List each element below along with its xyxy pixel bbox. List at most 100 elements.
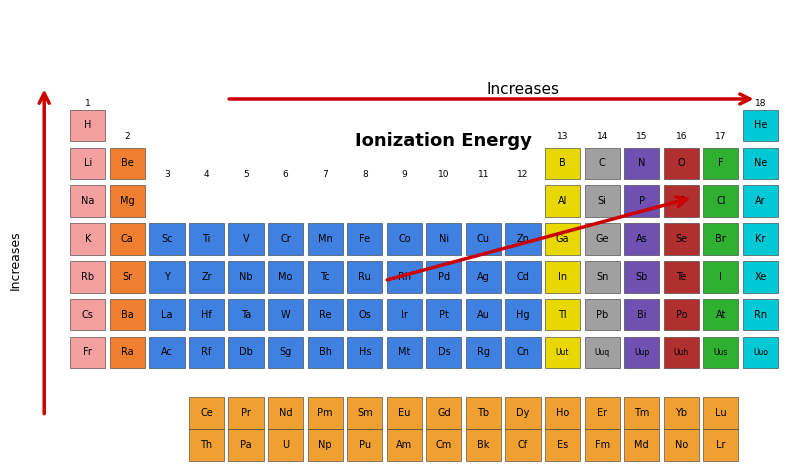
FancyBboxPatch shape <box>743 261 778 293</box>
Text: Th: Th <box>201 440 213 450</box>
Text: Am: Am <box>396 440 412 450</box>
Text: O: O <box>678 158 685 168</box>
Text: Bk: Bk <box>478 440 490 450</box>
Text: Ag: Ag <box>477 272 490 282</box>
FancyBboxPatch shape <box>268 337 303 368</box>
FancyBboxPatch shape <box>664 299 699 330</box>
Text: Mo: Mo <box>278 272 293 282</box>
Text: 1: 1 <box>85 99 90 108</box>
Text: Zn: Zn <box>517 234 530 244</box>
Text: Ru: Ru <box>358 272 371 282</box>
FancyBboxPatch shape <box>585 337 620 368</box>
FancyBboxPatch shape <box>70 261 106 293</box>
Text: Fm: Fm <box>594 440 610 450</box>
Text: V: V <box>242 234 250 244</box>
FancyBboxPatch shape <box>743 148 778 179</box>
Text: Es: Es <box>557 440 568 450</box>
Text: Tc: Tc <box>320 272 330 282</box>
Text: Al: Al <box>558 196 567 206</box>
Text: Tl: Tl <box>558 309 567 320</box>
FancyBboxPatch shape <box>70 337 106 368</box>
Text: Pd: Pd <box>438 272 450 282</box>
FancyBboxPatch shape <box>229 261 264 293</box>
Text: Ba: Ba <box>121 309 134 320</box>
Text: Hg: Hg <box>516 309 530 320</box>
Text: Dy: Dy <box>516 408 530 418</box>
Text: 4: 4 <box>204 170 210 179</box>
Text: Pm: Pm <box>318 408 333 418</box>
FancyBboxPatch shape <box>545 299 580 330</box>
Text: B: B <box>559 158 566 168</box>
Text: Uup: Uup <box>634 348 650 357</box>
Text: Co: Co <box>398 234 410 244</box>
FancyBboxPatch shape <box>307 299 342 330</box>
FancyBboxPatch shape <box>386 430 422 461</box>
Text: Cr: Cr <box>280 234 291 244</box>
Text: Te: Te <box>676 272 686 282</box>
FancyBboxPatch shape <box>664 337 699 368</box>
FancyBboxPatch shape <box>386 223 422 255</box>
FancyBboxPatch shape <box>506 430 541 461</box>
FancyBboxPatch shape <box>703 261 738 293</box>
Text: Y: Y <box>164 272 170 282</box>
Text: Si: Si <box>598 196 606 206</box>
FancyBboxPatch shape <box>664 148 699 179</box>
FancyBboxPatch shape <box>347 337 382 368</box>
Text: Kr: Kr <box>755 234 766 244</box>
FancyBboxPatch shape <box>585 223 620 255</box>
Text: Ho: Ho <box>556 408 570 418</box>
Text: Increases: Increases <box>9 230 22 289</box>
FancyBboxPatch shape <box>229 337 264 368</box>
Text: 11: 11 <box>478 170 490 179</box>
Text: 10: 10 <box>438 170 450 179</box>
Text: Pr: Pr <box>241 408 251 418</box>
FancyBboxPatch shape <box>585 299 620 330</box>
Text: Li: Li <box>84 158 92 168</box>
Text: Fe: Fe <box>359 234 370 244</box>
Text: Ac: Ac <box>161 348 173 357</box>
FancyBboxPatch shape <box>466 430 501 461</box>
Text: 5: 5 <box>243 170 249 179</box>
FancyBboxPatch shape <box>743 223 778 255</box>
FancyBboxPatch shape <box>664 261 699 293</box>
Text: Po: Po <box>675 309 687 320</box>
FancyBboxPatch shape <box>189 223 224 255</box>
FancyBboxPatch shape <box>229 430 264 461</box>
FancyBboxPatch shape <box>386 397 422 429</box>
FancyBboxPatch shape <box>545 223 580 255</box>
FancyBboxPatch shape <box>545 397 580 429</box>
Text: Be: Be <box>121 158 134 168</box>
Text: Np: Np <box>318 440 332 450</box>
Text: Ce: Ce <box>200 408 213 418</box>
FancyBboxPatch shape <box>189 299 224 330</box>
FancyBboxPatch shape <box>624 299 659 330</box>
Text: No: No <box>674 440 688 450</box>
FancyBboxPatch shape <box>229 223 264 255</box>
Text: Nd: Nd <box>279 408 292 418</box>
Text: Re: Re <box>319 309 331 320</box>
Text: Pu: Pu <box>358 440 371 450</box>
Text: Sr: Sr <box>122 272 133 282</box>
FancyBboxPatch shape <box>386 261 422 293</box>
FancyBboxPatch shape <box>743 185 778 217</box>
FancyBboxPatch shape <box>624 397 659 429</box>
FancyBboxPatch shape <box>506 223 541 255</box>
Text: He: He <box>754 121 767 130</box>
FancyBboxPatch shape <box>426 397 462 429</box>
FancyBboxPatch shape <box>150 261 185 293</box>
FancyBboxPatch shape <box>307 430 342 461</box>
Text: P: P <box>638 196 645 206</box>
Text: 8: 8 <box>362 170 368 179</box>
Text: Ar: Ar <box>755 196 766 206</box>
FancyBboxPatch shape <box>70 148 106 179</box>
Text: Ir: Ir <box>401 309 408 320</box>
Text: Ge: Ge <box>595 234 609 244</box>
Text: Sb: Sb <box>635 272 648 282</box>
Text: H: H <box>84 121 91 130</box>
Text: Uuo: Uuo <box>753 348 768 357</box>
Text: Se: Se <box>675 234 687 244</box>
Text: Lu: Lu <box>715 408 726 418</box>
Text: W: W <box>281 309 290 320</box>
FancyBboxPatch shape <box>624 261 659 293</box>
FancyBboxPatch shape <box>545 430 580 461</box>
